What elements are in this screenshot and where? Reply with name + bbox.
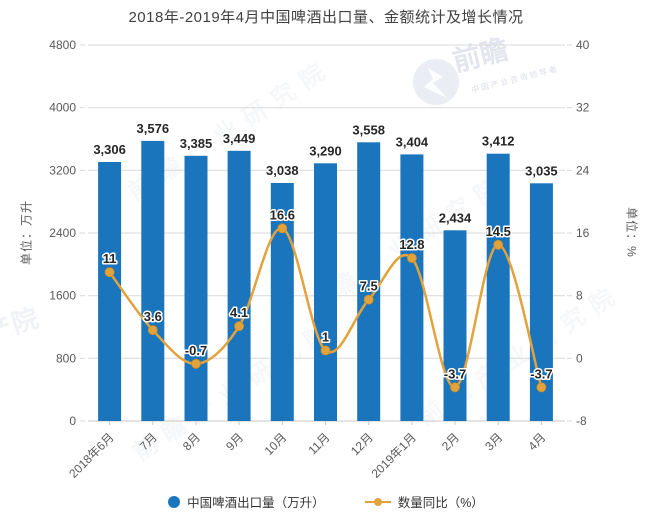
bar-value-label: 3,558 (352, 122, 385, 137)
bar (314, 163, 337, 422)
bar (270, 183, 294, 421)
bar (141, 140, 165, 421)
bar (400, 154, 424, 421)
bar-value-label: 3,038 (266, 163, 299, 178)
x-axis-label: 4月 (525, 430, 548, 453)
line-value-label: -3.7 (444, 366, 466, 381)
bar-value-label: 3,306 (93, 142, 126, 157)
legend-label: 数量同比（%） (397, 496, 484, 510)
right-axis-tick-label: -8 (576, 414, 587, 428)
line-marker (406, 253, 417, 264)
line-value-label: 12.8 (399, 237, 424, 252)
line-marker (363, 294, 374, 305)
line-marker (277, 223, 288, 234)
line-value-label: 4.1 (230, 305, 248, 320)
line-value-label: 7.5 (360, 279, 378, 294)
line-marker (104, 267, 115, 278)
left-axis-tick-label: 2400 (49, 226, 76, 240)
y-axis-tick-labels: 4800 4000 3200 2400 1600 800 0 40 32 24 16 8 0 -8 (49, 38, 589, 428)
line-value-label: -3.7 (530, 366, 552, 381)
x-axis-label: 8月 (180, 430, 203, 453)
line-marker (493, 239, 504, 250)
bar (184, 155, 208, 422)
x-axis-label: 11月 (305, 430, 332, 457)
x-axis-label: 2018年6月 (66, 430, 116, 480)
chart-title: 2018年-2019年4月中国啤酒出口量、金额统计及增长情况 (128, 9, 524, 26)
line-value-label: 3.6 (144, 309, 162, 324)
right-axis-tick-label: 0 (576, 351, 583, 365)
x-axis-label: 10月 (262, 430, 290, 458)
x-axis-label: 12月 (348, 430, 376, 458)
left-axis-tick-label: 0 (69, 414, 76, 428)
bar (486, 153, 510, 421)
bar-value-labels: 3,306 3,576 3,385 3,449 3,038 3,290 3,558 3,404… (92, 119, 559, 226)
bar (357, 142, 381, 422)
legend-item-export-volume: 中国啤酒出口量（万升） (168, 492, 325, 511)
bar-value-label: 3,404 (396, 134, 429, 149)
left-axis-tick-label: 4800 (49, 38, 76, 52)
line-value-label: 11 (103, 251, 117, 266)
line-value-label: 14.5 (486, 224, 511, 239)
left-axis-tick-label: 3200 (49, 163, 76, 177)
bar-series-legend-icon (168, 495, 181, 508)
line-marker (191, 358, 201, 369)
bar-series (98, 140, 553, 422)
line-marker (234, 321, 245, 332)
right-axis-tick-label: 32 (576, 101, 590, 115)
x-axis-label: 2019年1月 (369, 430, 419, 480)
line-value-label: -0.7 (185, 343, 207, 358)
line-marker (536, 382, 547, 393)
line-value-label: 16.6 (270, 207, 295, 222)
line-value-labels: 11 3.6 -0.7 4.1 16.6 1 7.5 12.8 -3.7 14.5 -3.7 (101, 206, 554, 383)
bar (98, 162, 122, 421)
right-axis-tick-label: 24 (576, 163, 590, 177)
line-series-legend-icon (364, 497, 391, 506)
bar-value-label: 3,449 (223, 131, 256, 146)
bar (443, 230, 467, 421)
chart-legend: 中国啤酒出口量（万升） 数量同比（%） (0, 492, 652, 511)
right-axis-tick-label: 16 (576, 226, 590, 240)
bar-value-label: 3,290 (309, 143, 342, 158)
line-markers (104, 223, 547, 393)
legend-label: 中国啤酒出口量（万升） (187, 496, 325, 510)
bar-value-label: 3,035 (525, 163, 558, 178)
line-marker (450, 382, 460, 393)
line-marker (320, 345, 331, 356)
legend-item-yoy-growth: 数量同比（%） (364, 492, 484, 511)
bar (227, 150, 251, 422)
bar-value-label: 3,385 (180, 136, 213, 151)
x-axis-label: 2月 (439, 430, 462, 453)
right-axis-tick-label: 40 (576, 38, 590, 52)
x-axis-label: 7月 (137, 430, 160, 453)
line-marker (147, 325, 158, 336)
left-axis-tick-label: 4000 (49, 101, 76, 115)
bar-value-label: 2,434 (439, 210, 472, 225)
bar-value-label: 3,412 (482, 134, 515, 149)
x-axis-label: 9月 (223, 430, 246, 453)
bar-value-label: 3,576 (137, 121, 170, 136)
x-axis-label: 3月 (482, 430, 505, 453)
left-axis-tick-label: 800 (56, 351, 76, 365)
right-axis-tick-label: 8 (576, 289, 583, 303)
line-value-label: 1 (322, 330, 329, 345)
left-axis-tick-label: 1600 (49, 289, 76, 303)
